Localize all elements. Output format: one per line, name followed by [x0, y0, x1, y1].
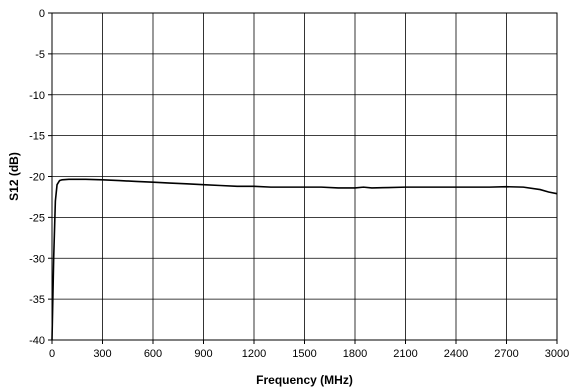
series-layer [51, 178, 558, 341]
grid [51, 12, 558, 341]
x-axis-ticks: 0 300 600 900 1200 1500 1800 2100 2400 2700 3000 [49, 340, 569, 360]
y-tick-label: -20 [29, 172, 45, 184]
x-tick-label: 600 [144, 348, 162, 360]
y-tick-label: 0 [39, 8, 45, 20]
y-tick-label: -15 [29, 131, 45, 143]
x-axis-title: Frequency (MHz) [256, 373, 353, 387]
x-tick-label: 1200 [242, 348, 266, 360]
x-tick-label: 2700 [494, 348, 518, 360]
y-tick-label: -35 [29, 294, 45, 306]
x-tick-label: 2100 [393, 348, 417, 360]
x-tick-label: 1500 [292, 348, 316, 360]
y-tick-label: -10 [29, 90, 45, 102]
y-tick-label: -30 [29, 253, 45, 265]
x-tick-label: 2400 [444, 348, 468, 360]
x-tick-label: 0 [49, 348, 55, 360]
x-tick-label: 900 [194, 348, 212, 360]
y-tick-label: -40 [29, 335, 45, 347]
x-tick-label: 3000 [545, 348, 569, 360]
series-line [51, 178, 558, 341]
y-axis-title: S12 (dB) [7, 152, 21, 201]
x-tick-label: 1800 [343, 348, 367, 360]
y-tick-label: -25 [29, 212, 45, 224]
y-tick-label: -5 [35, 49, 45, 61]
y-axis-ticks: 0 -5 -10 -15 -20 -25 -30 -35 -40 [29, 8, 52, 347]
x-tick-label: 300 [93, 348, 111, 360]
